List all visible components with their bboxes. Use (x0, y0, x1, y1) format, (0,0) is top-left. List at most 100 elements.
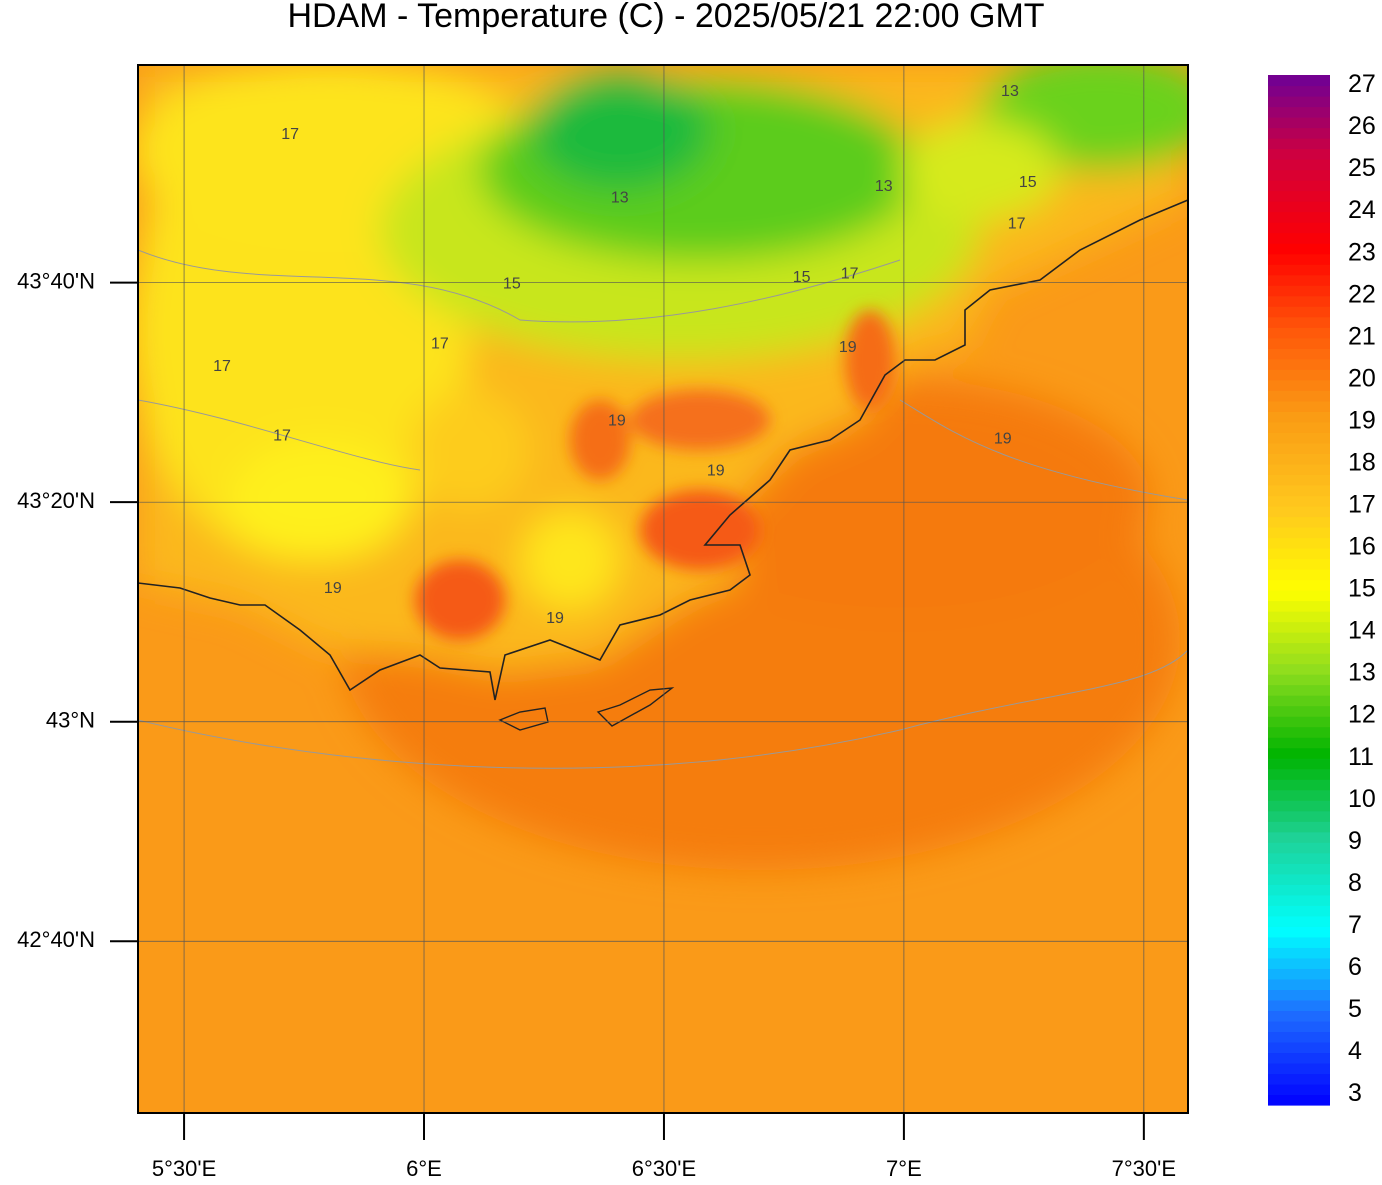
colorbar-swatch (1268, 779, 1330, 791)
colorbar-swatch (1268, 695, 1330, 707)
grid: 5°30'E 6°E 6°30'E 7°E 7°30'E 43°40'N 43°20'N 43… (17, 65, 1188, 1181)
colorbar-swatch (1268, 390, 1330, 402)
contour-label: 19 (546, 610, 564, 627)
colorbar-swatch (1268, 327, 1330, 339)
colorbar-swatch (1268, 516, 1330, 528)
contour-label: 19 (324, 580, 342, 597)
colorbar-swatch (1268, 306, 1330, 318)
contour-label: 13 (1001, 83, 1019, 100)
colorbar: 3 4 5 6 7 8 9 10 11 12 13 14 15 16 17 18 19 20 21 22 23 24 25 2… (1268, 70, 1376, 1107)
colorbar-swatch (1268, 295, 1330, 307)
colorbar-swatch (1268, 421, 1330, 433)
colorbar-swatch (1268, 989, 1330, 1001)
colorbar-swatch (1268, 674, 1330, 686)
x-tick-label: 5°30'E (152, 1156, 216, 1180)
colorbar-label: 15 (1348, 575, 1376, 603)
colorbar-swatch (1268, 568, 1330, 581)
colorbar-label: 26 (1348, 112, 1376, 140)
contour-label: 17 (273, 428, 291, 445)
colorbar-swatch (1268, 789, 1330, 801)
colorbar-swatch (1268, 106, 1330, 118)
colorbar-swatch (1268, 947, 1330, 959)
colorbar-swatch (1268, 253, 1330, 265)
colorbar-swatch (1268, 926, 1330, 938)
colorbar-label: 19 (1348, 406, 1376, 434)
map-frame (137, 64, 1189, 1114)
colorbar-swatch (1268, 495, 1330, 507)
colorbar-swatch (1268, 873, 1330, 885)
colorbar-label: 4 (1348, 1037, 1362, 1065)
colorbar-swatch (1268, 842, 1330, 854)
colorbar-label: 12 (1348, 701, 1376, 729)
colorbar-swatch (1268, 211, 1330, 223)
x-tick-label: 6°30'E (632, 1156, 696, 1180)
colorbar-swatch (1268, 1094, 1330, 1106)
colorbar-swatch (1268, 590, 1330, 602)
colorbar-swatch (1268, 85, 1330, 97)
colorbar-swatch (1268, 768, 1330, 780)
colorbar-swatch (1268, 1083, 1330, 1096)
colorbar-swatch (1268, 1010, 1330, 1022)
colorbar-swatch (1268, 547, 1330, 560)
colorbar-swatch (1268, 526, 1330, 539)
colorbar-swatch (1268, 747, 1330, 759)
colorbar-swatch (1268, 358, 1330, 370)
y-tick-label: 43°N (46, 708, 95, 733)
colorbar-swatch (1268, 285, 1330, 297)
colorbar-swatch (1268, 505, 1330, 518)
colorbar-swatch (1268, 75, 1330, 87)
title: HDAM - Temperature (C) - 2025/05/21 22:0… (287, 0, 1044, 35)
colorbar-label: 21 (1348, 322, 1376, 350)
colorbar-swatch (1268, 463, 1330, 475)
colorbar-swatch (1268, 117, 1330, 129)
contour-label: 17 (213, 358, 231, 375)
colorbar-label: 6 (1348, 953, 1362, 981)
colorbar-swatch (1268, 400, 1330, 412)
colorbar-swatch (1268, 737, 1330, 749)
colorbar-swatch (1268, 852, 1330, 864)
contour-label: 13 (611, 189, 629, 206)
colorbar-swatch (1268, 169, 1330, 181)
colorbar-label: 3 (1348, 1079, 1362, 1107)
colorbar-swatch (1268, 432, 1330, 444)
colorbar-label: 27 (1348, 70, 1376, 98)
colorbar-swatch (1268, 442, 1330, 454)
contour-label: 17 (281, 126, 299, 143)
colorbar-swatch (1268, 379, 1330, 391)
colorbar-swatch (1268, 232, 1330, 244)
contour-label: 19 (839, 339, 857, 356)
colorbar-swatch (1268, 1041, 1330, 1054)
colorbar-swatch (1268, 684, 1330, 696)
colorbar-swatch (1268, 894, 1330, 906)
colorbar-label: 8 (1348, 869, 1362, 897)
colorbar-swatch (1268, 411, 1330, 423)
colorbar-swatch (1268, 337, 1330, 349)
colorbar-swatch (1268, 558, 1330, 570)
contour-label: 17 (841, 266, 859, 283)
contour-label: 17 (1008, 216, 1026, 233)
colorbar-swatch (1268, 537, 1330, 549)
colorbar-label: 16 (1348, 533, 1376, 561)
colorbar-swatch (1268, 936, 1330, 948)
contour-label: 19 (707, 463, 725, 480)
colorbar-swatch (1268, 222, 1330, 234)
colorbar-swatch (1268, 663, 1330, 675)
contour-label: 15 (793, 269, 811, 286)
colorbar-label: 5 (1348, 995, 1362, 1023)
colorbar-swatch (1268, 453, 1330, 465)
colorbar-swatch (1268, 716, 1330, 728)
colorbar-label: 24 (1348, 196, 1376, 224)
colorbar-swatch (1268, 632, 1330, 644)
colorbar-swatch (1268, 884, 1330, 896)
colorbar-swatch (1268, 642, 1330, 654)
contour-label: 17 (431, 336, 449, 353)
y-tick-label: 43°20'N (17, 488, 95, 513)
contour-label: 15 (1019, 174, 1037, 191)
colorbar-swatch (1268, 905, 1330, 917)
colorbar-swatch (1268, 600, 1330, 612)
colorbar-swatch (1268, 1031, 1330, 1043)
colorbar-label: 9 (1348, 827, 1362, 855)
colorbar-label: 22 (1348, 280, 1376, 308)
colorbar-swatch (1268, 621, 1330, 633)
